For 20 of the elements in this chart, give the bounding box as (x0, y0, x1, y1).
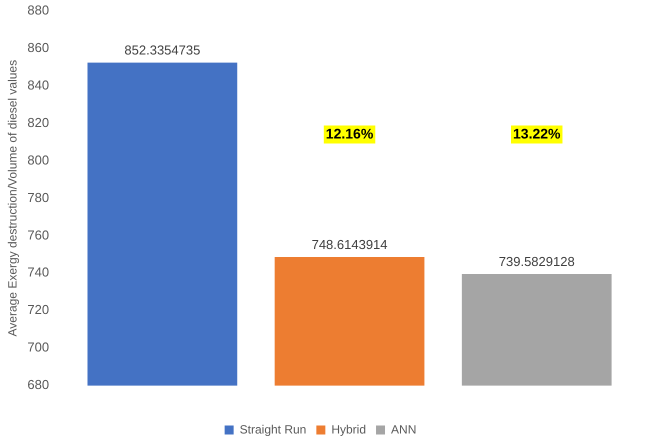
data-label: 748.6143914 (312, 237, 388, 252)
y-tick-label: 840 (27, 77, 50, 92)
y-tick-label: 680 (27, 377, 50, 392)
y-tick-label: 760 (27, 227, 50, 242)
legend-label: Straight Run (240, 422, 306, 436)
y-tick-label: 780 (27, 190, 50, 205)
y-tick-label: 800 (27, 152, 50, 168)
annotation: 13.22% (512, 125, 562, 142)
data-label: 739.5829128 (498, 254, 575, 270)
y-tick-label: 880 (27, 2, 50, 18)
data-label: 852.3354735 (124, 42, 200, 58)
legend-label: ANN (391, 422, 416, 436)
y-tick-label: 740 (27, 264, 50, 280)
y-tick-label: 860 (27, 40, 50, 55)
y-tick-label: 720 (27, 302, 50, 318)
legend-label: Hybrid (331, 422, 366, 436)
y-tick-label: 820 (27, 114, 50, 130)
annotation: 12.16% (326, 125, 374, 142)
y-axis-title: Average Exergy destruction/Volume of diesel values (6, 60, 20, 337)
y-tick-label: 700 (27, 340, 50, 355)
